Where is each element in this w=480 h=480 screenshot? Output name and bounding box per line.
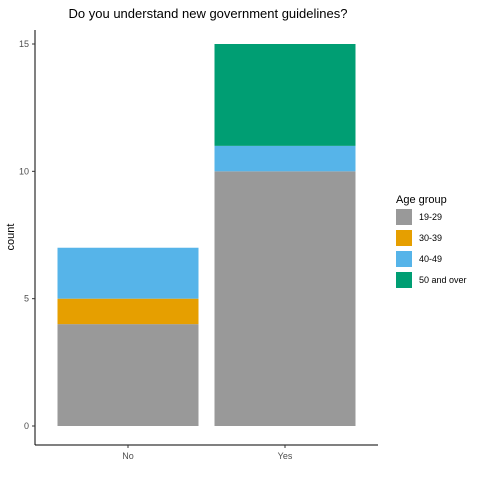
bar-yes-series-2 (214, 145, 356, 172)
legend-label: 19-29 (419, 212, 442, 222)
y-axis-title: count (5, 224, 17, 251)
x-ticks: No Yes (122, 445, 293, 461)
x-tick-label: No (122, 451, 134, 461)
legend-swatch (396, 230, 412, 246)
chart-title: Do you understand new government guideli… (69, 6, 348, 21)
x-tick-label: Yes (278, 451, 293, 461)
y-tick-label: 10 (19, 166, 29, 176)
y-tick-label: 5 (24, 294, 29, 304)
legend-swatch (396, 209, 412, 225)
legend-swatch (396, 272, 412, 288)
legend: Age group 19-29 30-39 40-49 50 and over (396, 194, 467, 288)
legend-title: Age group (396, 194, 447, 206)
bar-yes-series-0 (214, 171, 356, 426)
legend-label: 30-39 (419, 233, 442, 243)
bar-yes-series-3 (214, 44, 356, 146)
bar-no-series-2 (57, 247, 199, 299)
y-tick-label: 0 (24, 421, 29, 431)
legend-swatch (396, 251, 412, 267)
bar-no-series-0 (57, 324, 199, 426)
y-ticks: 0 5 10 15 (19, 39, 35, 431)
legend-label: 40-49 (419, 254, 442, 264)
bar-no-series-1 (57, 298, 199, 325)
bars-group (57, 44, 356, 426)
y-tick-label: 15 (19, 39, 29, 49)
legend-label: 50 and over (419, 275, 467, 285)
